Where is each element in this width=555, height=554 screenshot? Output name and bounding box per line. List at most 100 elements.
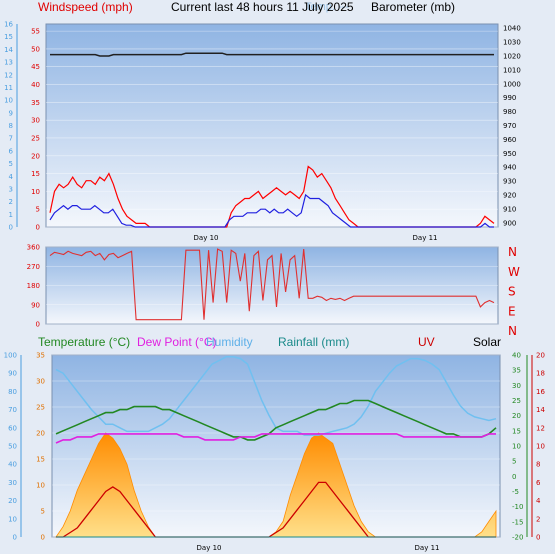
y-far-left-tick-label: 2 (9, 198, 13, 206)
y-left-tick-label: 15 (31, 170, 40, 178)
y-right-tick-label: 1000 (503, 80, 521, 88)
y-right-tick-label: 10 (512, 443, 521, 451)
y-far-left-tick-label: 100 (4, 352, 17, 360)
y-right-tick-label: 1020 (503, 52, 521, 60)
y-right-tick-label: 0 (512, 473, 516, 481)
y-right-tick-label: 8 (536, 461, 540, 469)
y-right-tick-label: -10 (512, 503, 523, 511)
y-far-left-tick-label: 40 (8, 461, 17, 469)
direction-series-line (49, 248, 495, 321)
y-far-left-tick-label: 8 (9, 122, 13, 130)
x-tick-label: Day 10 (197, 544, 222, 552)
lower-legend: Temperature (°C) Dew Point (°C) Humidity… (0, 333, 555, 349)
y-left-tick-label: 5 (41, 508, 45, 516)
y-left-tick-label: 90 (31, 301, 40, 309)
y-left-tick-label: 35 (31, 99, 40, 107)
y-left-tick-label: 270 (27, 263, 40, 271)
y-left-tick-label: 40 (31, 81, 40, 89)
y-right-tick-label: 15 (512, 427, 521, 435)
windspeed-legend: Windspeed (mph) (38, 0, 133, 14)
barometer-series-line (50, 52, 494, 57)
y-right-tick-label: 910 (503, 205, 516, 213)
y-right-tick-label: 1030 (503, 39, 521, 47)
temperature-legend: Temperature (°C) (38, 335, 131, 349)
y-far-left-tick-label: 4 (9, 173, 14, 181)
wind-series-line (49, 193, 494, 228)
y-far-left-tick-label: 7 (9, 135, 13, 143)
y-far-left-tick-label: 70 (8, 406, 17, 414)
y-far-left-tick-label: 10 (4, 97, 13, 105)
y-left-tick-label: 30 (36, 378, 45, 386)
y-left-tick-label: 10 (36, 482, 45, 490)
y-right-tick-label: 16 (536, 388, 545, 396)
y-left-tick-label: 360 (27, 244, 40, 252)
y-far-left-tick-label: 14 (4, 46, 13, 54)
x-tick-label: Day 11 (415, 544, 440, 552)
temperature-series-line (55, 399, 497, 441)
y-right-tick-label: 2 (536, 515, 540, 523)
y-far-left-tick-label: 3 (9, 185, 13, 193)
y-left-tick-label: 5 (36, 206, 40, 214)
y-right-tick-label: 40 (512, 352, 521, 360)
y-right-tick-label: 1040 (503, 25, 521, 33)
y-far-left-tick-label: 90 (8, 370, 17, 378)
y-right-tick-label: 980 (503, 108, 516, 116)
uv-legend: UV (418, 335, 435, 349)
y-right-tick-label: 960 (503, 136, 516, 144)
plot-area-wind (45, 23, 499, 228)
solar-legend: Solar (473, 335, 502, 349)
y-left-tick-label: 10 (31, 188, 40, 196)
compass-label: N (508, 324, 517, 338)
y-left-tick-label: 30 (31, 117, 40, 125)
y-right-tick-label: 10 (536, 443, 545, 451)
y-far-left-tick-label: 12 (4, 71, 13, 79)
dewpoint-legend: Dew Point (°C) (137, 335, 217, 349)
y-left-tick-label: 15 (36, 456, 45, 464)
y-right-tick-label: 0 (536, 534, 540, 542)
header: Windspeed (mph) Temp. --- Current last 4… (0, 0, 555, 16)
y-far-left-tick-label: 10 (8, 515, 17, 523)
y-right-tick-label: 940 (503, 164, 516, 172)
y-left-tick-label: 25 (36, 404, 45, 412)
x-tick-label: Day 11 (413, 234, 438, 242)
y-right-tick-label: 12 (536, 424, 545, 432)
y-far-left-tick-label: 6 (9, 147, 14, 155)
y-right-tick-label: 990 (503, 94, 516, 102)
y-left-tick-label: 25 (31, 134, 40, 142)
barometer-legend: Barometer (mb) (371, 0, 456, 14)
y-right-tick-label: 5 (512, 458, 516, 466)
y-right-tick-label: 20 (536, 352, 545, 360)
faded-temp-legend: Temp. --- (305, 1, 349, 13)
y-left-tick-label: 0 (36, 224, 40, 232)
y-left-tick-label: 50 (31, 45, 40, 53)
y-right-tick-label: 920 (503, 192, 516, 200)
y-right-tick-label: 930 (503, 178, 516, 186)
y-far-left-tick-label: 15 (4, 33, 13, 41)
y-right-tick-label: -5 (512, 488, 519, 496)
y-right-tick-label: 970 (503, 122, 516, 130)
compass-label: N (508, 245, 517, 259)
y-left-tick-label: 20 (31, 152, 40, 160)
y-left-tick-label: 0 (41, 534, 45, 542)
y-right-tick-label: 18 (536, 370, 545, 378)
y-right-tick-label: 30 (512, 382, 521, 390)
y-far-left-tick-label: 60 (8, 424, 17, 432)
y-left-tick-label: 35 (36, 352, 45, 360)
y-far-left-tick-label: 16 (4, 21, 13, 29)
y-far-left-tick-label: 30 (8, 479, 17, 487)
y-far-left-tick-label: 0 (13, 534, 17, 542)
y-left-tick-label: 55 (31, 28, 40, 36)
y-right-tick-label: 20 (512, 412, 521, 420)
y-right-tick-label: 1010 (503, 66, 521, 74)
y-far-left-tick-label: 13 (4, 59, 13, 67)
dewpoint-series-line (55, 433, 496, 444)
y-left-tick-label: 0 (36, 321, 40, 329)
y-right-tick-label: -15 (512, 518, 523, 526)
y-far-left-tick-label: 1 (9, 211, 13, 219)
y-far-left-tick-label: 20 (8, 497, 17, 505)
y-left-tick-label: 180 (27, 282, 40, 290)
y-right-tick-label: 900 (503, 219, 516, 227)
y-far-left-tick-label: 80 (8, 388, 17, 396)
